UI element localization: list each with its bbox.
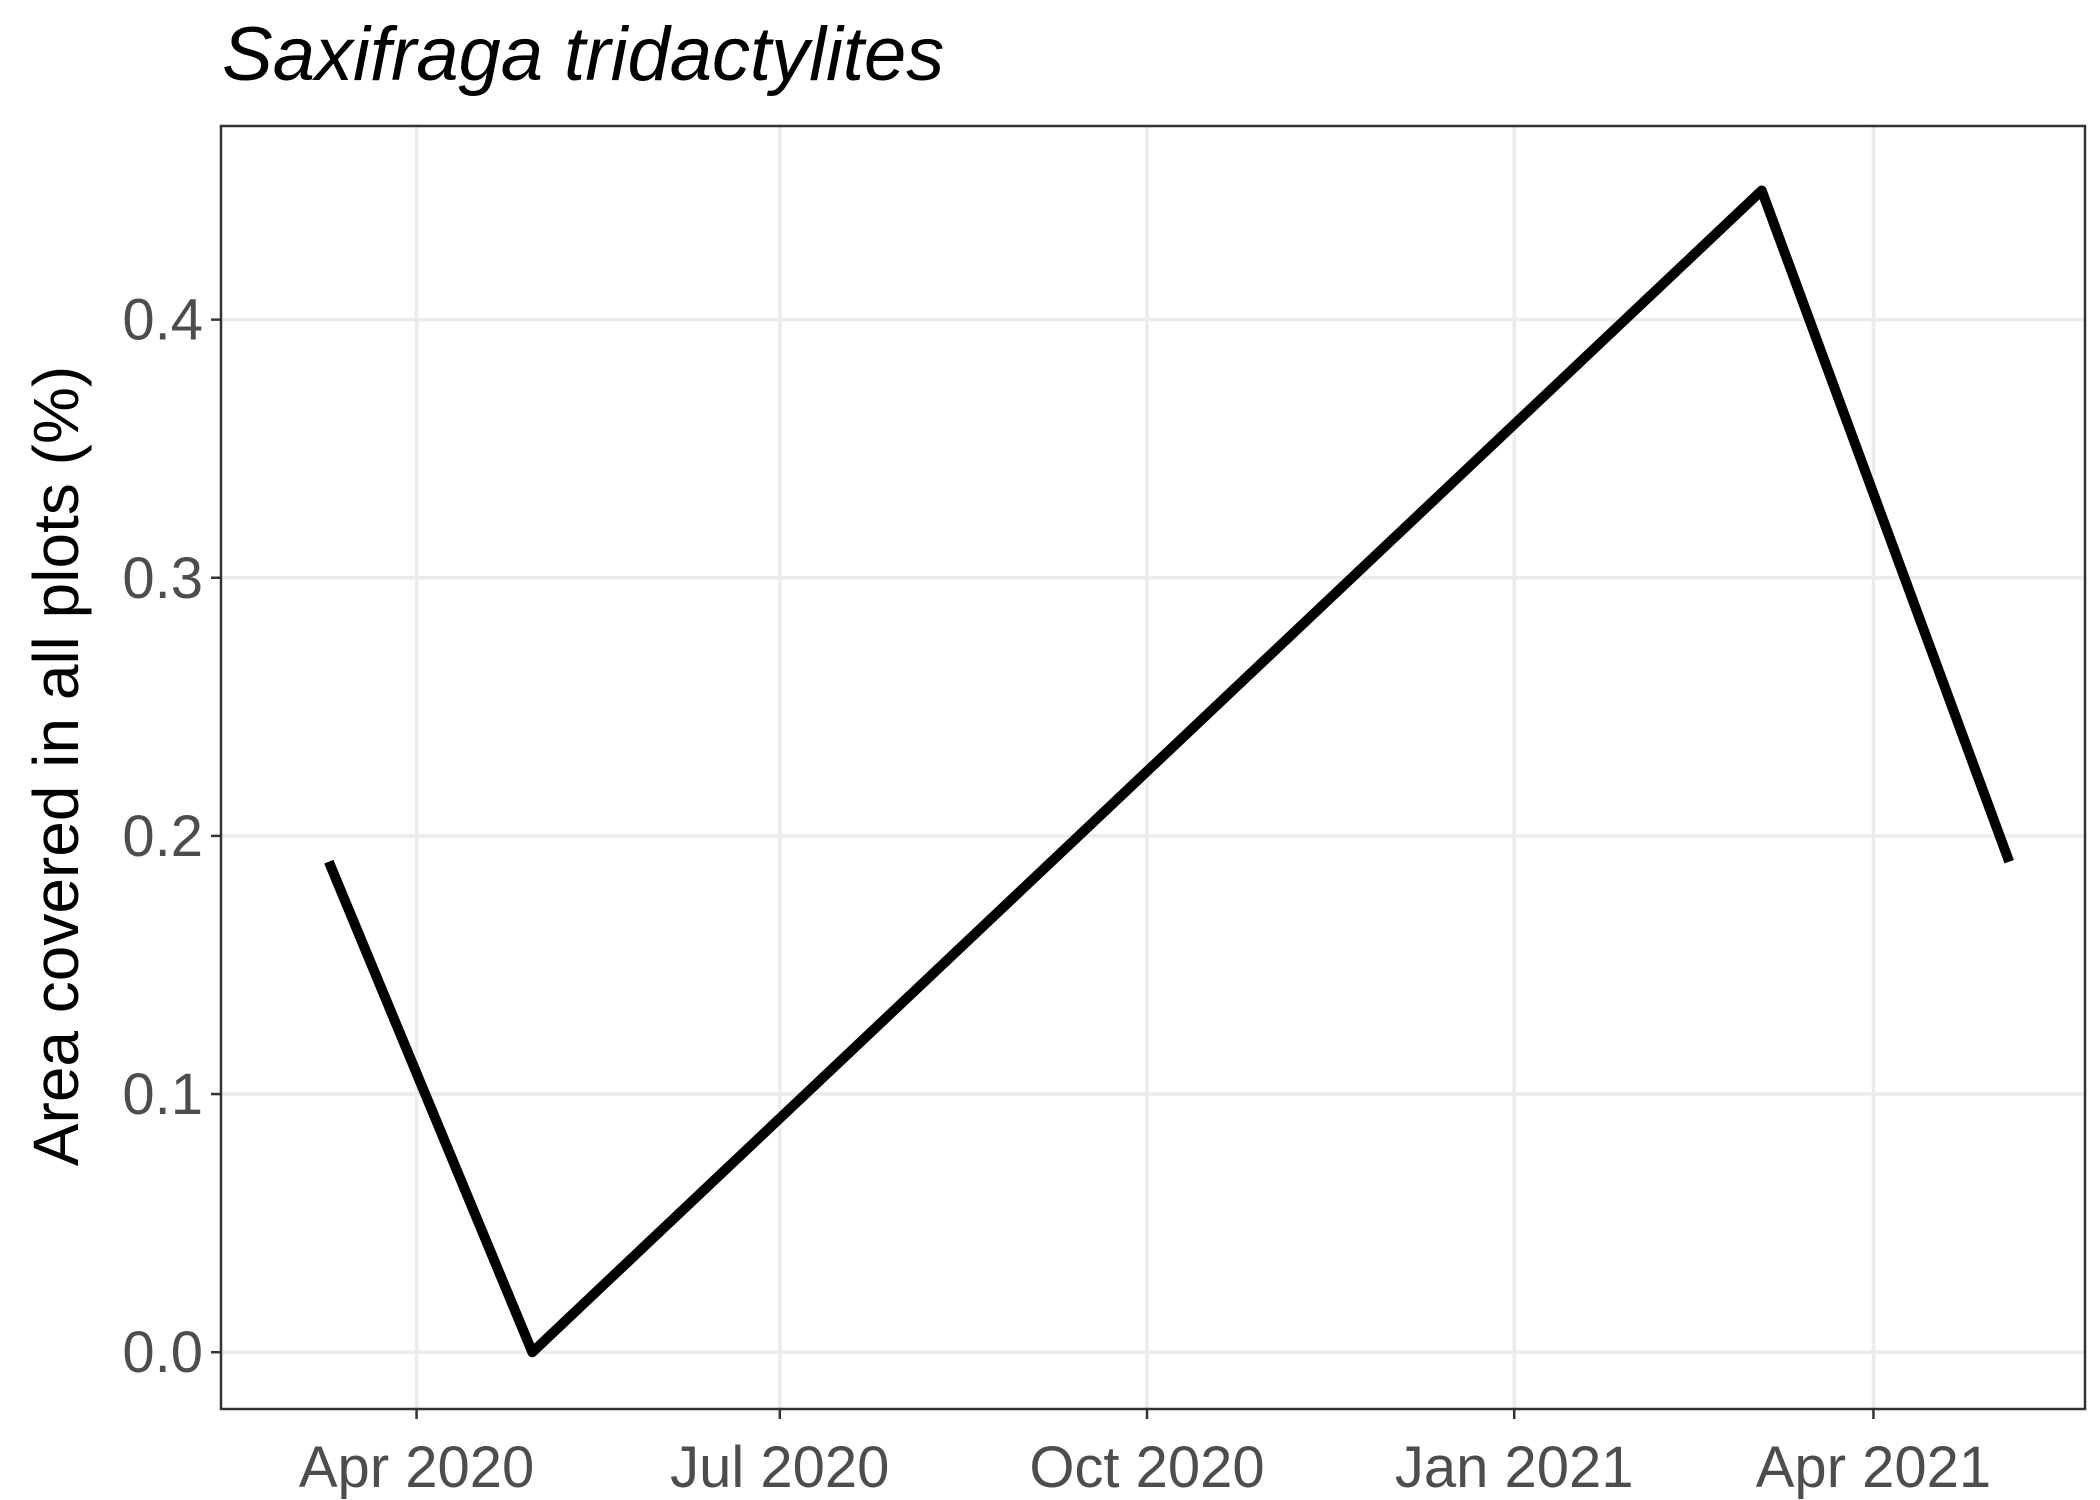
x-tick-label: Jul 2020 — [670, 1435, 889, 1500]
y-tick-label: 0.4 — [122, 288, 203, 353]
chart-title: Saxifraga tridactylites — [222, 12, 944, 97]
x-tick-label: Oct 2020 — [1029, 1435, 1264, 1500]
plot-panel — [219, 124, 2087, 1411]
y-tick-label: 0.3 — [122, 546, 203, 611]
y-axis-label: Area covered in all plots (%) — [20, 366, 92, 1166]
axes: 0.0 0.1 0.2 0.3 0.4 Apr 2020 Jul 2020 Oct 2020 J… — [122, 288, 1991, 1500]
x-tick-label: Apr 2021 — [1756, 1435, 1991, 1500]
y-tick-label: 0.0 — [122, 1320, 203, 1385]
series-line — [324, 185, 2014, 1358]
x-tick-label: Apr 2020 — [299, 1435, 534, 1500]
y-tick-label: 0.1 — [122, 1062, 203, 1127]
grid — [221, 126, 2085, 1409]
x-tick-label: Jan 2021 — [1395, 1435, 1634, 1500]
y-tick-label: 0.2 — [122, 804, 203, 869]
series — [324, 185, 2014, 1358]
